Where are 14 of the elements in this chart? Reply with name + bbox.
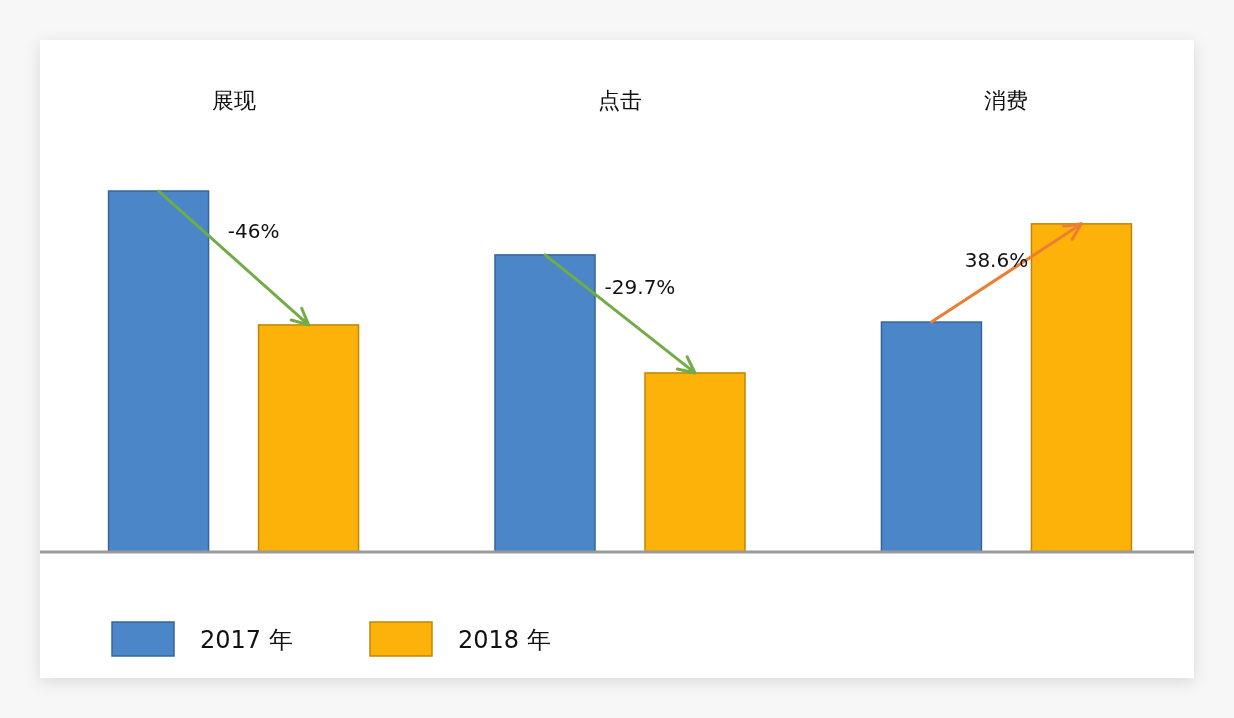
bar (494, 254, 596, 553)
annotation: 38.6% (964, 247, 1029, 272)
x-tick-label: 点击 (598, 88, 642, 113)
x-tick-label: 消费 (984, 88, 1029, 113)
bar (257, 324, 360, 553)
bar (644, 372, 746, 553)
bar (880, 321, 983, 553)
x-tick-label: 展现 (211, 88, 256, 113)
bar (1030, 223, 1133, 553)
legend-label: 2017 年 (200, 626, 293, 654)
annotation: -29.7% (604, 274, 676, 299)
legend-label: 2018 年 (458, 626, 551, 654)
annotation: -46% (227, 218, 280, 243)
bar (107, 190, 210, 553)
